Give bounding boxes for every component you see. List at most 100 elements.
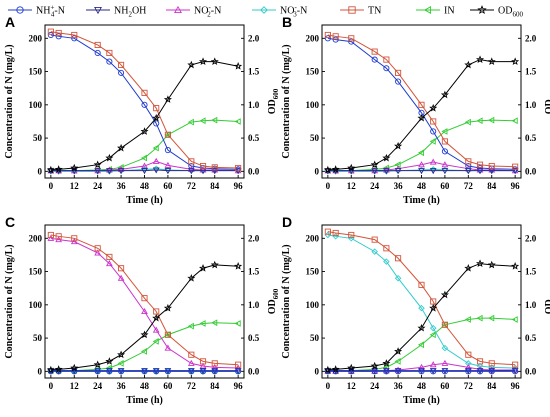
x-tick-label: 24 xyxy=(370,181,380,191)
data-point xyxy=(54,165,63,173)
series-line xyxy=(327,37,516,170)
x-axis-label: Time (h) xyxy=(403,395,440,406)
data-point xyxy=(488,360,495,367)
y2-axis-label: OD600 xyxy=(544,288,550,314)
data-point xyxy=(429,331,436,339)
data-point xyxy=(118,69,125,76)
y2-tick-label: 2.0 xyxy=(525,233,537,243)
data-point xyxy=(93,360,102,369)
data-point xyxy=(511,366,519,373)
x-tick-label: 0 xyxy=(49,381,54,391)
y2-tick-label: 1.5 xyxy=(248,267,260,277)
y-tick-label: 150 xyxy=(29,267,43,277)
x-tick-label: 60 xyxy=(163,181,173,191)
data-point xyxy=(347,363,356,372)
legend-label-main: NO xyxy=(194,6,208,17)
legend-label: NO-2-N xyxy=(194,4,221,19)
data-point xyxy=(441,138,448,145)
data-point xyxy=(465,368,472,375)
data-point xyxy=(164,147,171,154)
data-point xyxy=(371,236,378,243)
panel-label: A xyxy=(5,14,15,30)
series-line xyxy=(327,119,516,172)
data-point xyxy=(430,118,437,125)
data-point xyxy=(418,304,425,312)
series-tn xyxy=(47,28,242,172)
data-point xyxy=(441,368,448,375)
data-point xyxy=(235,164,242,172)
y-axis-label: Concentration of N (mg/L) xyxy=(4,44,15,158)
data-point xyxy=(94,249,102,256)
data-point xyxy=(332,33,339,40)
data-point xyxy=(117,168,125,175)
data-point xyxy=(394,141,403,150)
data-point xyxy=(430,128,437,135)
legend-label-main: NH xyxy=(114,6,128,17)
data-point xyxy=(429,303,438,312)
y2-axis-label-main: OD xyxy=(267,299,278,314)
data-point xyxy=(71,31,78,39)
data-point xyxy=(511,316,518,323)
data-point xyxy=(418,368,425,375)
data-point xyxy=(418,281,425,288)
legend-marker xyxy=(348,6,356,14)
x-tick-label: 96 xyxy=(511,181,521,191)
data-point xyxy=(476,168,484,175)
data-point xyxy=(383,166,390,173)
y-tick-label: 150 xyxy=(29,67,43,77)
y2-tick-label: 2.0 xyxy=(248,33,260,43)
y2-tick-label: 1.5 xyxy=(525,67,537,77)
data-point xyxy=(235,361,242,368)
data-point xyxy=(199,358,207,365)
x-tick-label: 12 xyxy=(70,181,80,191)
x-tick-label: 12 xyxy=(70,381,80,391)
data-point xyxy=(234,320,241,327)
series-line xyxy=(327,263,516,371)
y2-axis-label: OD600 xyxy=(544,88,550,114)
data-point xyxy=(441,359,449,366)
y-tick-label: 0 xyxy=(315,166,320,176)
series-line xyxy=(50,234,239,366)
data-point xyxy=(106,49,113,56)
data-point xyxy=(153,105,160,112)
data-point xyxy=(164,344,172,351)
data-point xyxy=(332,36,339,43)
plot-frame xyxy=(321,24,522,179)
data-point xyxy=(512,361,519,368)
legend-item-6: OD600 xyxy=(470,5,523,19)
data-point xyxy=(141,168,148,175)
data-point xyxy=(140,127,149,135)
data-point xyxy=(235,368,242,375)
series-line xyxy=(50,31,239,169)
data-point xyxy=(140,154,148,162)
series-od600 xyxy=(46,260,243,374)
data-point xyxy=(488,314,495,322)
data-point xyxy=(324,368,331,375)
panel-C: C 0 12 24 36 48 60 72 84 96 Time (h) 0 50 100 150 200 Co… xyxy=(4,214,280,406)
data-point xyxy=(141,89,148,96)
legend-label-sub: 2 xyxy=(128,11,132,19)
data-point xyxy=(476,164,484,172)
data-point xyxy=(441,344,449,352)
data-point xyxy=(199,368,207,375)
data-point xyxy=(152,338,159,345)
data-point xyxy=(118,265,125,272)
data-point xyxy=(370,361,379,370)
data-point xyxy=(71,368,78,375)
y-tick-label: 0 xyxy=(38,166,43,176)
data-point xyxy=(46,365,55,374)
data-point xyxy=(70,238,78,245)
series-no3-n xyxy=(324,231,519,372)
legend-label-tail: -N xyxy=(297,6,308,17)
data-point xyxy=(429,158,437,165)
data-point xyxy=(55,368,62,375)
data-point xyxy=(382,359,391,367)
x-tick-label: 48 xyxy=(417,181,427,191)
data-point xyxy=(47,31,54,39)
data-point xyxy=(323,165,332,174)
data-point xyxy=(476,358,484,365)
legend-label: TN xyxy=(368,6,381,17)
x-tick-label: 72 xyxy=(464,181,474,191)
